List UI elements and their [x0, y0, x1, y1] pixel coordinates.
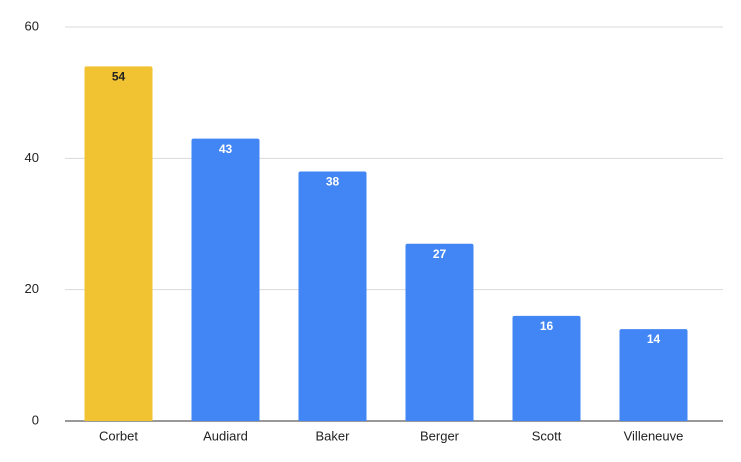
y-tick-label: 0: [32, 412, 39, 427]
bar: [298, 171, 367, 421]
bar: [191, 138, 260, 421]
x-tick-label: Baker: [316, 428, 351, 443]
x-tick-label: Villeneuve: [624, 428, 684, 443]
data-label: 16: [540, 319, 554, 333]
y-tick-label: 20: [25, 281, 39, 296]
data-label: 38: [326, 175, 340, 189]
x-tick-label: Audiard: [203, 428, 248, 443]
x-tick-label: Scott: [532, 428, 562, 443]
bar: [84, 66, 153, 422]
data-label: 14: [647, 332, 661, 346]
bar: [619, 329, 688, 421]
data-label: 27: [433, 247, 447, 261]
data-label: 54: [112, 70, 126, 84]
data-label: 43: [219, 142, 233, 156]
x-tick-label: Berger: [420, 428, 460, 443]
y-tick-label: 60: [25, 18, 39, 33]
y-tick-label: 40: [25, 150, 39, 165]
bar: [405, 243, 474, 421]
bar: [512, 315, 581, 421]
x-tick-label: Corbet: [99, 428, 138, 443]
